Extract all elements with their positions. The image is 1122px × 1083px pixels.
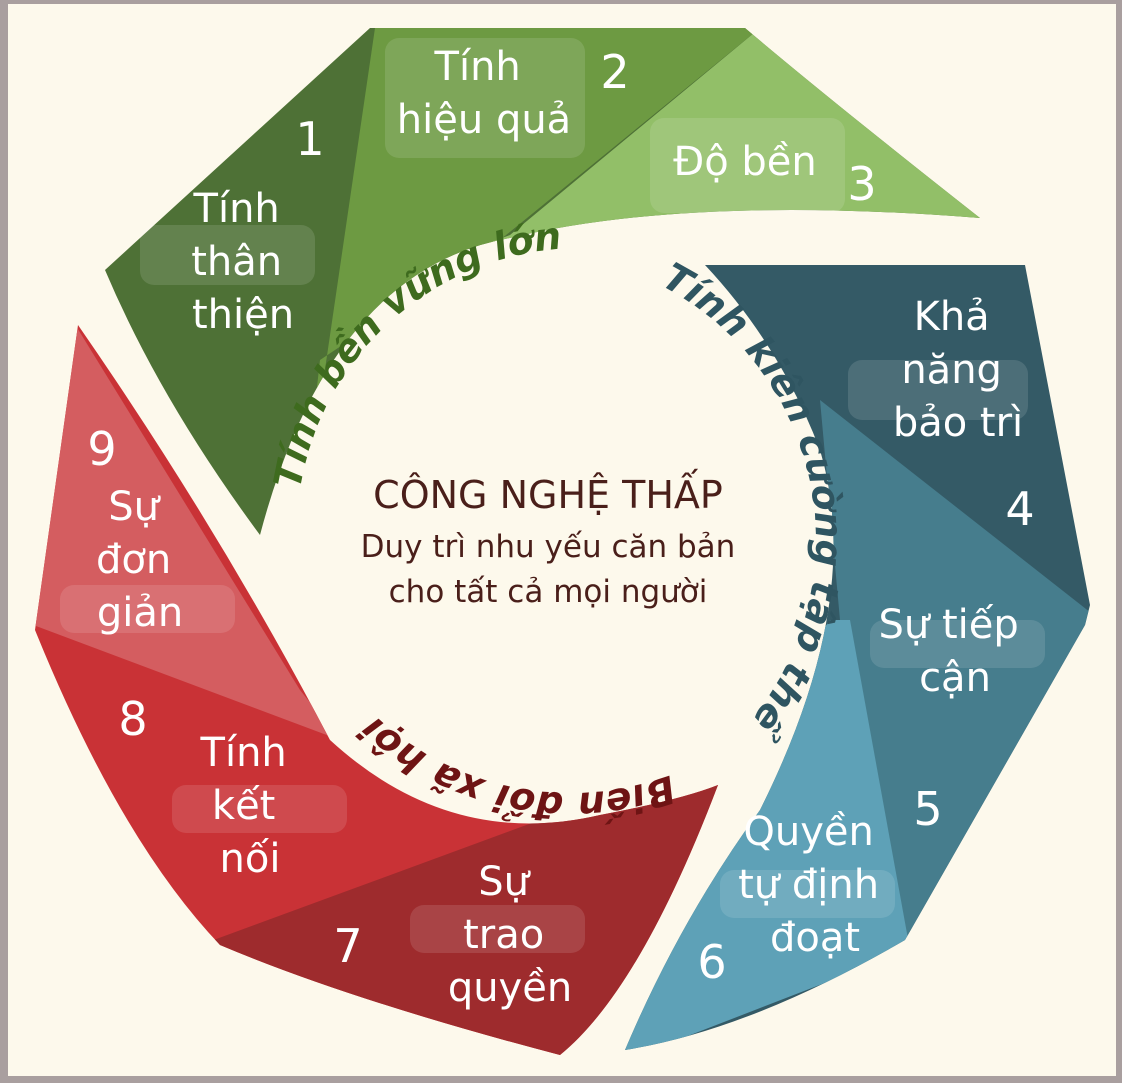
center-line-2: cho tất cả mọi người [389,574,708,610]
segment-5-number: 5 [913,782,942,836]
segment-4-number: 4 [1005,482,1034,536]
segment-4-label: Khả năng bảo trì [893,294,1023,446]
segment-1-number: 1 [295,112,324,166]
segment-8-label: Tính kết nối [200,730,300,882]
segment-1: Tính thân thiện 1 [191,112,324,338]
center-text: CÔNG NGHỆ THẤP Duy trì nhu yếu căn bản c… [361,469,736,610]
segment-2-label: Tính hiệu quả [397,44,571,143]
label-pads [60,38,1045,953]
segment-3-number: 3 [847,157,876,211]
segment-1-label: Tính thân thiện [191,186,295,338]
segment-2-number: 2 [600,45,629,99]
segment-9-label: Sự đơn giản [96,484,184,636]
segment-9-shape [35,325,340,740]
segment-8-number: 8 [118,692,147,746]
segment-6-label: Quyền tự định đoạt [738,809,892,961]
segment-7: Sự trao quyền 7 [333,859,572,1011]
teal-block [625,265,1090,1050]
segment-2-shape [300,28,760,535]
segment-7-label: Sự trao quyền [448,859,572,1011]
segment-5-shape [820,400,1090,950]
segment-9-number: 9 [87,422,116,476]
center-title: CÔNG NGHỆ THẤP [373,469,723,517]
segment-7-number: 7 [333,919,362,973]
segment-9: Sự đơn giản 9 [87,422,184,636]
segment-2: Tính hiệu quả 2 [397,44,630,143]
segment-6-shape [625,620,910,1050]
segment-5-label: Sự tiếp cận [879,602,1032,701]
segment-3-label: Độ bền [673,139,817,185]
center-line-1: Duy trì nhu yếu căn bản [361,529,736,565]
segment-6-number: 6 [697,935,726,989]
segment-5: Sự tiếp cận 5 [879,602,1032,836]
segment-3: Độ bền 3 [673,139,876,211]
segment-8: Tính kết nối 8 [118,692,300,882]
segment-6: Quyền tự định đoạt 6 [697,809,892,989]
segment-4: Khả năng bảo trì 4 [893,294,1035,536]
